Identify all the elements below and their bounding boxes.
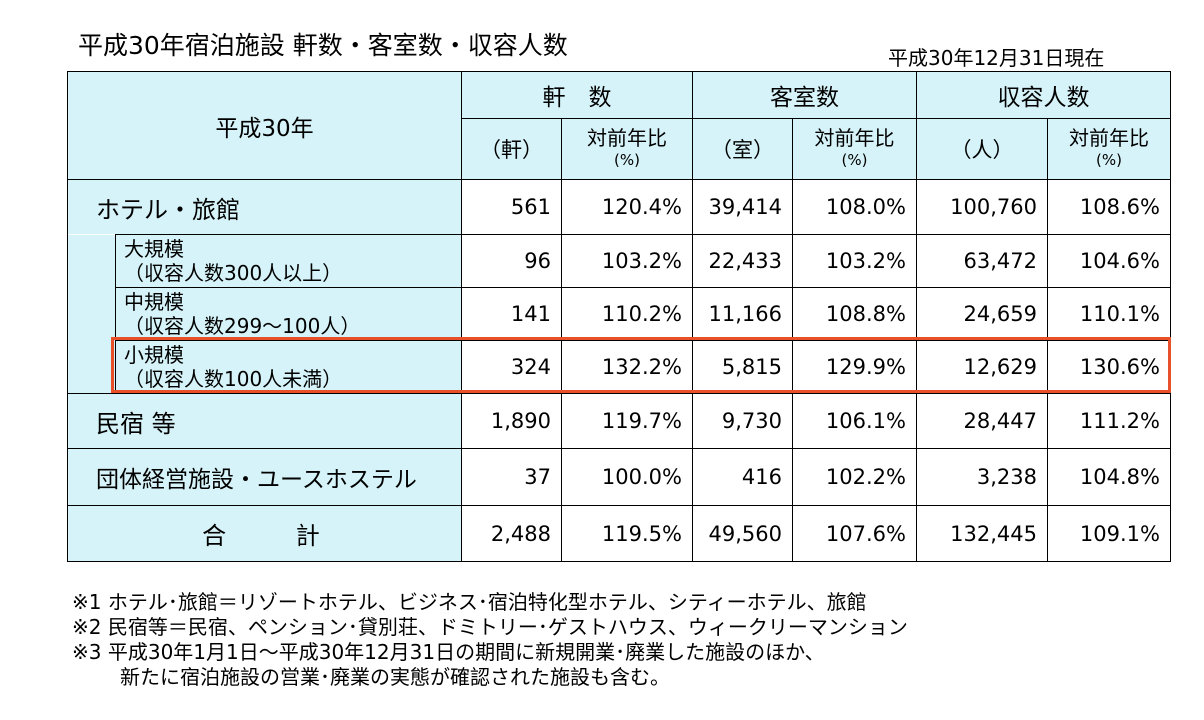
cell-rooms-ratio: 108.0%: [792, 179, 917, 235]
cell-facilities: 96: [461, 234, 562, 288]
cell-facilities-ratio: 110.2%: [561, 287, 693, 341]
row-label: 小規模 （収容人数100人未満）: [115, 340, 462, 394]
header-ratio-rooms: 対前年比 (%): [792, 118, 917, 180]
cell-facilities: 324: [461, 340, 562, 394]
table-row: 民宿 等 1,890 119.7% 9,730 106.1% 28,447 11…: [67, 393, 1171, 449]
cell-capacity-ratio: 110.1%: [1047, 287, 1171, 341]
as-of-date: 平成30年12月31日現在: [888, 46, 1105, 70]
cell-rooms: 39,414: [692, 179, 793, 235]
cell-facilities-ratio: 120.4%: [561, 179, 693, 235]
cell-capacity: 63,472: [916, 234, 1048, 288]
footnote: ※3 平成30年1月1日～平成30年12月31日の期間に新規開業･廃業した施設の…: [72, 640, 825, 664]
cell-facilities: 37: [461, 448, 562, 506]
row-indent: [67, 234, 116, 288]
header-group-capacity: 収容人数: [916, 71, 1171, 119]
cell-rooms-ratio: 102.2%: [792, 448, 917, 506]
cell-facilities: 561: [461, 179, 562, 235]
cell-rooms: 11,166: [692, 287, 793, 341]
footnote: ※1 ホテル･旅館＝リゾートホテル、ビジネス･宿泊特化型ホテル、シティーホテル、…: [72, 590, 867, 614]
cell-rooms: 9,730: [692, 393, 793, 449]
cell-rooms: 49,560: [692, 505, 793, 562]
cell-facilities-ratio: 119.7%: [561, 393, 693, 449]
header-unit-capacity: （人）: [916, 118, 1048, 180]
table-row: ホテル・旅館 561 120.4% 39,414 108.0% 100,760 …: [67, 179, 1171, 235]
cell-facilities-ratio: 103.2%: [561, 234, 693, 288]
cell-rooms-ratio: 103.2%: [792, 234, 917, 288]
cell-capacity-ratio: 104.8%: [1047, 448, 1171, 506]
cell-capacity-ratio: 104.6%: [1047, 234, 1171, 288]
cell-facilities-ratio: 100.0%: [561, 448, 693, 506]
cell-capacity-ratio: 130.6%: [1047, 340, 1171, 394]
accommodation-table: 平成30年 軒 数 客室数 収容人数 （軒） 対前年比 (%) （室） 対前年比(…: [67, 71, 1171, 562]
cell-rooms: 22,433: [692, 234, 793, 288]
header-group-rooms: 客室数: [692, 71, 917, 119]
table-row-highlighted: 小規模 （収容人数100人未満） 324 132.2% 5,815 129.9% …: [67, 340, 1171, 394]
row-indent: [67, 340, 116, 394]
cell-capacity: 3,238: [916, 448, 1048, 506]
cell-capacity-ratio: 111.2%: [1047, 393, 1171, 449]
cell-rooms-ratio: 129.9%: [792, 340, 917, 394]
cell-capacity: 12,629: [916, 340, 1048, 394]
header-unit-facilities: （軒）: [461, 118, 562, 180]
table-row: 大規模 （収容人数300人以上） 96 103.2% 22,433 103.2% …: [67, 234, 1171, 288]
cell-capacity-ratio: 109.1%: [1047, 505, 1171, 562]
row-label: 民宿 等: [67, 393, 462, 449]
cell-rooms: 5,815: [692, 340, 793, 394]
cell-facilities: 141: [461, 287, 562, 341]
cell-capacity: 132,445: [916, 505, 1048, 562]
cell-capacity: 28,447: [916, 393, 1048, 449]
cell-rooms-ratio: 106.1%: [792, 393, 917, 449]
row-label: ホテル・旅館: [67, 179, 462, 235]
cell-facilities: 1,890: [461, 393, 562, 449]
table-row-total: 合 計 2,488 119.5% 49,560 107.6% 132,445 1…: [67, 505, 1171, 562]
cell-capacity: 24,659: [916, 287, 1048, 341]
header-unit-rooms: （室）: [692, 118, 793, 180]
row-indent: [67, 287, 116, 341]
header-group-facilities: 軒 数: [461, 71, 693, 119]
footnote: ※2 民宿等＝民宿、ペンション･貸別荘、ドミトリー･ゲストハウス、ウィークリーマ…: [72, 615, 908, 639]
row-label: 団体経営施設・ユースホステル: [67, 448, 462, 506]
row-label: 合 計: [67, 505, 462, 562]
header-row-groups: 平成30年 軒 数 客室数 収容人数: [67, 71, 1171, 180]
table-row: 中規模 （収容人数299～100人） 141 110.2% 11,166 108.…: [67, 287, 1171, 341]
cell-capacity: 100,760: [916, 179, 1048, 235]
header-ratio-facilities: 対前年比 (%): [561, 118, 693, 180]
footnotes: ※1 ホテル･旅館＝リゾートホテル、ビジネス･宿泊特化型ホテル、シティーホテル、…: [72, 590, 908, 690]
cell-rooms-ratio: 108.8%: [792, 287, 917, 341]
header-ratio-capacity: 対前年比 (%): [1047, 118, 1171, 180]
row-label: 大規模 （収容人数300人以上）: [115, 234, 462, 288]
header-row-units: （軒） 対前年比 (%) （室） 対前年比 (%) （人） 対前年比 (%): [68, 118, 1171, 180]
footnote-continuation: 新たに宿泊施設の営業･廃業の実態が確認された施設も含む。: [120, 665, 670, 689]
table-title: 平成30年宿泊施設 軒数・客室数・収容人数: [78, 31, 568, 60]
cell-facilities: 2,488: [461, 505, 562, 562]
cell-facilities-ratio: 119.5%: [561, 505, 693, 562]
row-label: 中規模 （収容人数299～100人）: [115, 287, 462, 341]
cell-rooms-ratio: 107.6%: [792, 505, 917, 562]
header-year: 平成30年: [67, 71, 462, 180]
table-row: 団体経営施設・ユースホステル 37 100.0% 416 102.2% 3,23…: [67, 448, 1171, 506]
cell-facilities-ratio: 132.2%: [561, 340, 693, 394]
cell-capacity-ratio: 108.6%: [1047, 179, 1171, 235]
cell-rooms: 416: [692, 448, 793, 506]
